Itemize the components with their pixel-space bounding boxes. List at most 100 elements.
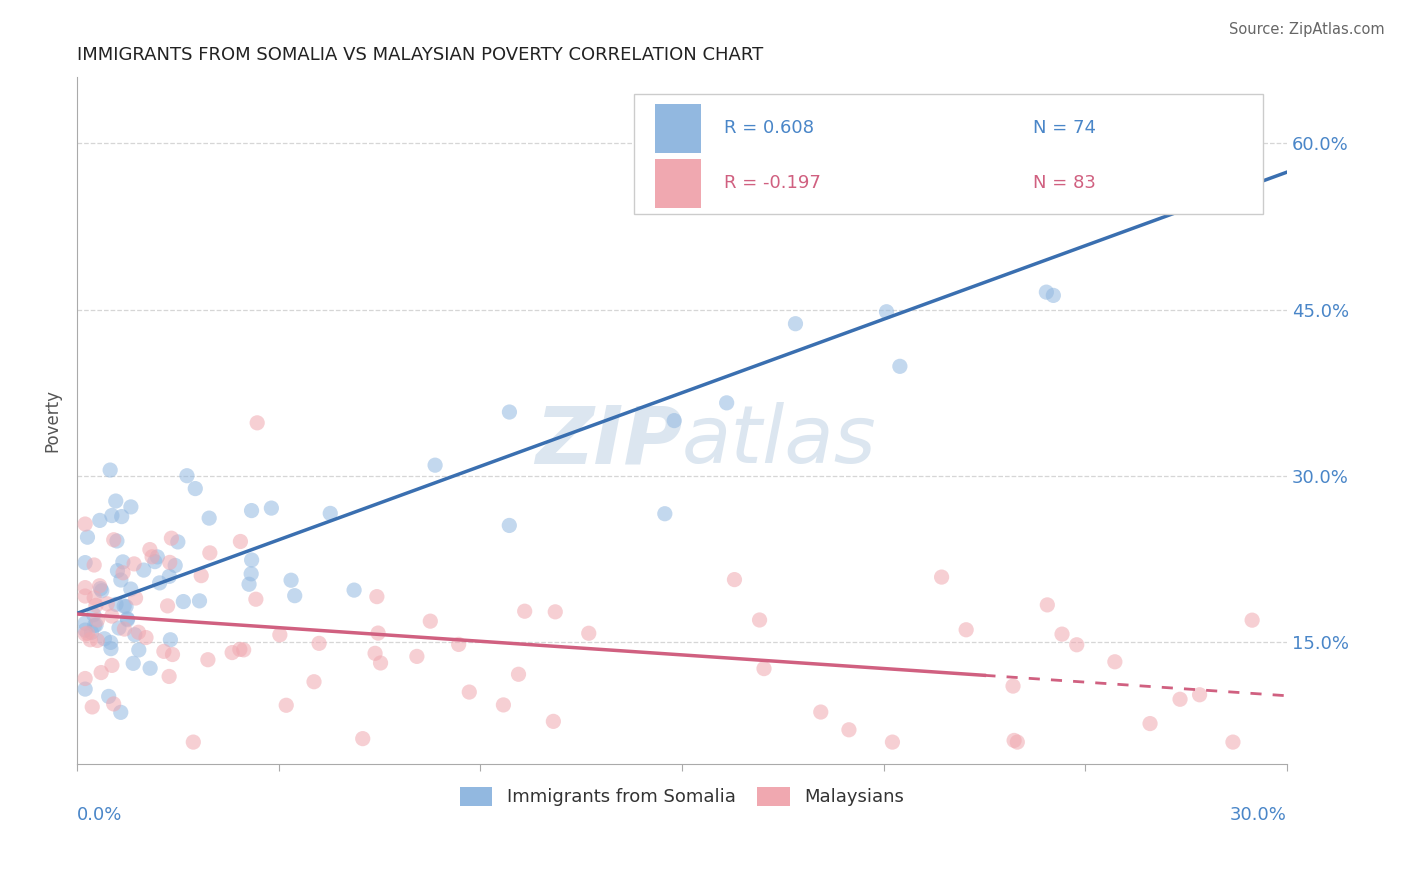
Point [343,583,366,598]
Point [367,626,389,640]
Point [75,623,97,637]
Point [419,614,441,628]
Point [89,579,111,593]
Point [159,555,181,569]
Text: ZIP: ZIP [534,402,682,480]
Point [132,563,155,577]
Point [97,690,120,704]
Point [96,597,118,611]
Point [955,623,977,637]
Text: N = 83: N = 83 [1033,175,1095,193]
Point [190,568,212,582]
Point [112,622,135,636]
Point [543,714,565,729]
Point [117,612,139,626]
Text: R = 0.608: R = 0.608 [724,120,814,137]
Point [156,599,179,613]
Point [269,628,291,642]
Point [139,542,162,557]
Point [135,631,157,645]
Point [139,661,162,675]
Point [166,535,188,549]
Point [115,599,138,614]
Point [198,546,221,560]
Point [716,396,738,410]
Point [748,613,770,627]
Text: IMMIGRANTS FROM SOMALIA VS MALAYSIAN POVERTY CORRELATION CHART: IMMIGRANTS FROM SOMALIA VS MALAYSIAN POV… [77,46,763,64]
Point [93,632,115,646]
Point [1035,285,1057,300]
Point [120,500,142,514]
Point [578,626,600,640]
Point [101,609,124,624]
Point [112,566,135,580]
Point [112,599,135,613]
Point [75,516,97,531]
Point [1104,655,1126,669]
Point [1150,172,1173,186]
Point [458,685,481,699]
Point [1139,197,1161,211]
Point [75,556,97,570]
Text: 30.0%: 30.0% [1230,805,1286,823]
Point [124,591,146,605]
Point [654,507,676,521]
Point [352,731,374,746]
Bar [655,159,702,208]
Legend: Immigrants from Somalia, Malaysians: Immigrants from Somalia, Malaysians [453,780,911,814]
Point [80,625,103,640]
Point [1002,733,1025,747]
Point [308,636,330,650]
Point [238,577,260,591]
Point [110,706,132,720]
Point [146,549,169,564]
Point [90,582,112,596]
Point [319,507,342,521]
Point [544,605,567,619]
Point [84,618,107,632]
Point [423,458,446,472]
Point [406,649,429,664]
Point [76,626,98,640]
Point [75,682,97,697]
Point [1050,627,1073,641]
Point [447,637,470,651]
Point [302,674,325,689]
Point [120,582,142,596]
Point [83,618,105,632]
Point [366,590,388,604]
Point [160,531,183,545]
Point [1222,735,1244,749]
Point [197,653,219,667]
Point [785,317,807,331]
Point [276,698,298,713]
Point [128,643,150,657]
Point [1036,598,1059,612]
Point [86,633,108,648]
Point [103,697,125,711]
Point [240,553,263,567]
Point [143,555,166,569]
Text: R = -0.197: R = -0.197 [724,175,821,193]
Point [240,503,263,517]
Point [82,700,104,714]
Y-axis label: Poverty: Poverty [44,389,60,452]
Point [90,583,112,598]
Point [162,648,184,662]
Point [100,635,122,649]
Bar [655,103,702,153]
Point [245,592,267,607]
Point [110,573,132,587]
Point [838,723,860,737]
Point [1139,716,1161,731]
Point [159,632,181,647]
Point [931,570,953,584]
Text: N = 74: N = 74 [1033,120,1095,137]
Point [104,598,127,612]
Point [75,627,97,641]
Point [260,501,283,516]
Point [107,564,129,578]
Point [498,518,520,533]
Point [903,196,925,211]
Point [108,621,131,635]
